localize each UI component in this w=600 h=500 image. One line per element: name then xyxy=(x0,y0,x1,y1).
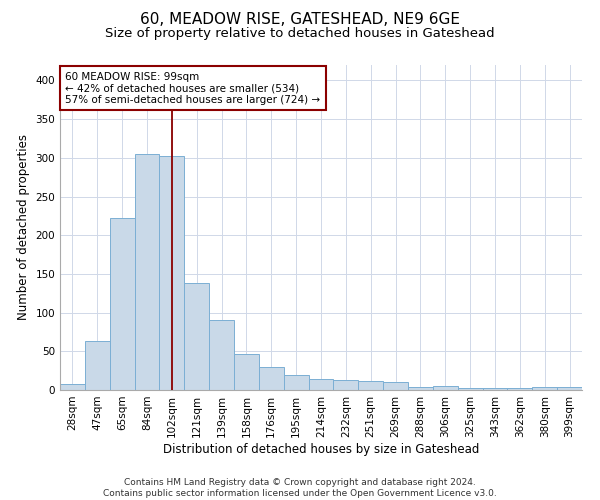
Text: 60, MEADOW RISE, GATESHEAD, NE9 6GE: 60, MEADOW RISE, GATESHEAD, NE9 6GE xyxy=(140,12,460,28)
Bar xyxy=(160,156,184,390)
Bar xyxy=(110,218,134,390)
Bar xyxy=(334,380,358,390)
Bar xyxy=(408,387,433,390)
X-axis label: Distribution of detached houses by size in Gateshead: Distribution of detached houses by size … xyxy=(163,442,479,456)
Bar xyxy=(234,354,259,390)
Bar xyxy=(482,388,508,390)
Bar xyxy=(508,388,532,390)
Bar xyxy=(184,283,209,390)
Bar xyxy=(532,387,557,390)
Bar xyxy=(308,379,334,390)
Bar xyxy=(134,154,160,390)
Bar xyxy=(259,367,284,390)
Text: Size of property relative to detached houses in Gateshead: Size of property relative to detached ho… xyxy=(105,28,495,40)
Bar xyxy=(284,376,308,390)
Bar xyxy=(209,320,234,390)
Bar xyxy=(358,382,383,390)
Bar xyxy=(433,386,458,390)
Text: Contains HM Land Registry data © Crown copyright and database right 2024.
Contai: Contains HM Land Registry data © Crown c… xyxy=(103,478,497,498)
Bar xyxy=(60,384,85,390)
Bar xyxy=(557,387,582,390)
Text: 60 MEADOW RISE: 99sqm
← 42% of detached houses are smaller (534)
57% of semi-det: 60 MEADOW RISE: 99sqm ← 42% of detached … xyxy=(65,72,320,104)
Bar xyxy=(85,341,110,390)
Bar xyxy=(383,382,408,390)
Bar xyxy=(458,388,482,390)
Y-axis label: Number of detached properties: Number of detached properties xyxy=(17,134,30,320)
